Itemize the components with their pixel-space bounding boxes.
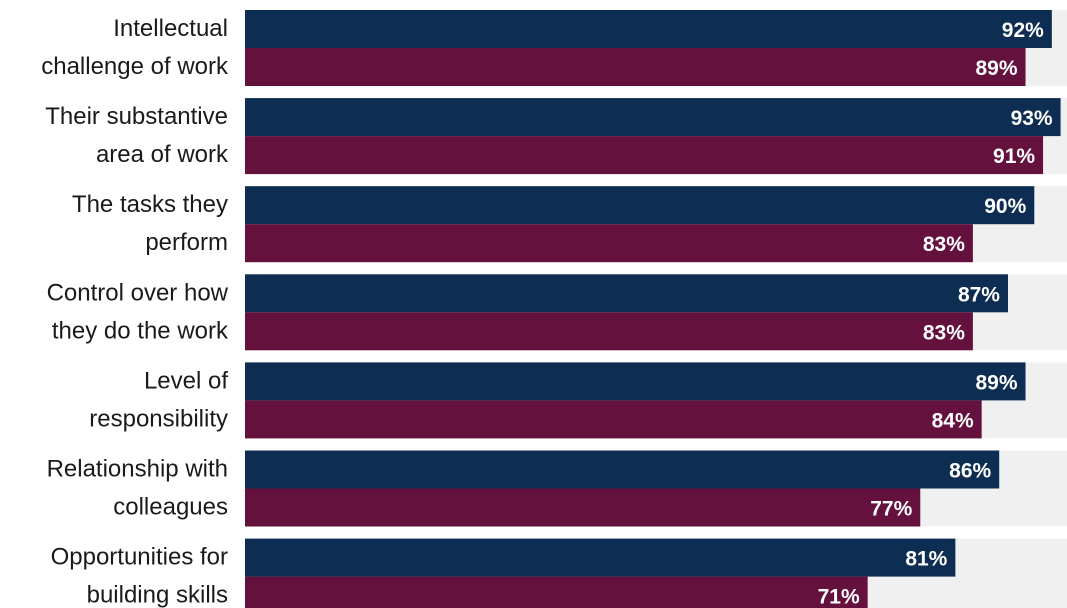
bar-series-1	[245, 538, 956, 577]
category-label: Level of	[144, 367, 228, 394]
category-label: perform	[145, 229, 228, 256]
value-label: 90%	[984, 195, 1026, 218]
bar-series-2	[245, 312, 973, 351]
value-label: 89%	[975, 57, 1017, 80]
value-label: 71%	[818, 586, 860, 608]
bar-series-2	[245, 488, 921, 527]
value-label: 91%	[993, 145, 1035, 168]
value-label: 86%	[949, 460, 991, 483]
value-labels: 92%89%93%91%90%83%87%83%89%84%86%77%81%7…	[818, 19, 1053, 608]
category-label: challenge of work	[41, 53, 229, 80]
category-label: Opportunities for	[51, 544, 228, 571]
bar-series-1	[245, 274, 1008, 313]
value-label: 87%	[958, 283, 1000, 306]
bar-series-1	[245, 186, 1035, 225]
category-label: Intellectual	[113, 15, 228, 42]
category-label: they do the work	[52, 317, 229, 344]
value-label: 83%	[923, 233, 965, 256]
category-label: building skills	[87, 582, 228, 608]
bar-series-2	[245, 400, 982, 439]
category-label: area of work	[96, 141, 229, 168]
bars	[245, 10, 1061, 608]
bar-series-1	[245, 362, 1026, 401]
bar-series-2	[245, 48, 1026, 86]
value-label: 77%	[870, 498, 912, 521]
bar-series-2	[245, 136, 1044, 175]
bar-series-1	[245, 98, 1061, 137]
value-label: 83%	[923, 321, 965, 344]
category-label: colleagues	[113, 494, 228, 521]
category-label: responsibility	[89, 405, 228, 432]
value-label: 92%	[1002, 19, 1044, 42]
value-label: 81%	[905, 548, 947, 571]
category-label: The tasks they	[72, 191, 228, 218]
bar-series-1	[245, 10, 1052, 48]
value-label: 93%	[1011, 107, 1053, 130]
value-label: 84%	[932, 409, 974, 432]
category-label: Relationship with	[47, 456, 228, 483]
bar-series-2	[245, 224, 973, 263]
bar-series-2	[245, 576, 868, 608]
category-labels: Intellectual challenge of work Their subst…	[41, 15, 229, 608]
value-label: 89%	[975, 371, 1017, 394]
category-label: Their substantive	[45, 103, 228, 130]
bar-series-1	[245, 450, 1000, 489]
category-label: Control over how	[47, 279, 229, 306]
